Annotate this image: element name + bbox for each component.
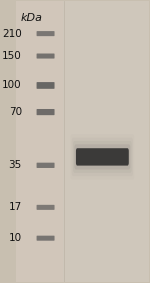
FancyBboxPatch shape xyxy=(73,141,132,173)
FancyBboxPatch shape xyxy=(37,82,55,89)
FancyBboxPatch shape xyxy=(37,31,55,36)
Text: 210: 210 xyxy=(2,29,22,38)
FancyBboxPatch shape xyxy=(37,205,55,210)
Text: 10: 10 xyxy=(9,233,22,243)
FancyBboxPatch shape xyxy=(76,148,129,166)
FancyBboxPatch shape xyxy=(37,236,55,241)
Text: kDa: kDa xyxy=(20,13,42,23)
FancyBboxPatch shape xyxy=(37,53,55,59)
Text: 70: 70 xyxy=(9,107,22,117)
FancyBboxPatch shape xyxy=(74,144,130,170)
Text: 150: 150 xyxy=(2,51,22,61)
FancyBboxPatch shape xyxy=(37,163,55,168)
FancyBboxPatch shape xyxy=(63,1,149,282)
Text: 17: 17 xyxy=(9,202,22,212)
Text: 100: 100 xyxy=(2,80,22,91)
FancyBboxPatch shape xyxy=(37,109,55,115)
Text: 35: 35 xyxy=(9,160,22,170)
